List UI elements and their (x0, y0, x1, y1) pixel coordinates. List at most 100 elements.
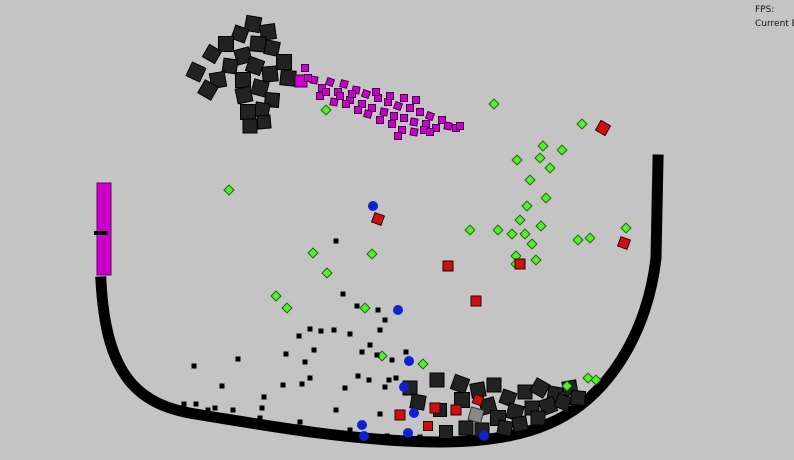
blue-ball (399, 382, 409, 392)
green-block (417, 358, 429, 370)
green-block (281, 302, 293, 314)
magenta-block (322, 88, 330, 96)
small-particle (354, 303, 360, 309)
small-particle (386, 377, 392, 383)
small-particle (342, 385, 348, 391)
hud-overlay: FPS: Current Bl (755, 3, 794, 31)
green-block (223, 184, 235, 196)
small-particle (382, 384, 388, 390)
green-block (464, 224, 476, 236)
dark-block (279, 69, 297, 87)
red-block (594, 119, 612, 137)
small-particle (359, 349, 365, 355)
green-block (537, 140, 549, 152)
green-block (366, 248, 378, 260)
small-particle (299, 381, 305, 387)
green-block (519, 228, 531, 240)
magenta-block (438, 116, 446, 124)
green-block (321, 267, 333, 279)
dark-block (197, 79, 219, 101)
dark-block (256, 114, 272, 130)
dark-block (263, 39, 281, 57)
small-particle (403, 349, 409, 355)
small-particle (393, 375, 399, 381)
green-block (576, 118, 588, 130)
small-particle (340, 291, 346, 297)
blue-balls-group (357, 201, 489, 441)
magenta-block (409, 117, 419, 127)
green-block (307, 247, 319, 259)
small-particle (355, 373, 361, 379)
dark-block (258, 22, 278, 42)
small-particle (280, 382, 286, 388)
dark-block (221, 57, 239, 75)
magenta-block (406, 104, 414, 112)
dark-block (498, 388, 518, 408)
magenta-block (376, 116, 384, 124)
small-particle (347, 427, 353, 433)
green-block (620, 222, 632, 234)
dark-block (496, 419, 514, 437)
dark-block (409, 393, 427, 411)
magenta-block (400, 114, 408, 122)
magenta-block (416, 108, 424, 116)
magenta-block (336, 92, 344, 100)
red-block (442, 260, 454, 272)
green-block (572, 234, 584, 246)
blue-ball (357, 420, 367, 430)
small-particle (417, 434, 423, 440)
magenta-block (379, 107, 389, 117)
small-particle (347, 331, 353, 337)
small-particle (205, 407, 211, 413)
green-block (488, 98, 500, 110)
small-particle (377, 327, 383, 333)
small-particle (257, 415, 263, 421)
green-block (584, 232, 596, 244)
green-block (376, 350, 388, 362)
green-block (511, 154, 523, 166)
green-block (544, 162, 556, 174)
green-block (540, 192, 552, 204)
dark-block (250, 78, 270, 98)
container-wall (95, 154, 664, 448)
grey-block (467, 406, 485, 424)
green-block (521, 200, 533, 212)
green-block (534, 152, 546, 164)
magenta-block (386, 92, 394, 100)
magenta-block (342, 100, 350, 108)
small-particle (389, 357, 395, 363)
dark-block (529, 377, 551, 399)
blue-ball (479, 431, 489, 441)
magenta-block (348, 90, 356, 98)
blue-ball (403, 428, 413, 438)
red-block (450, 404, 462, 416)
dark-block (517, 384, 533, 400)
small-particle (261, 394, 267, 400)
small-particle (307, 375, 313, 381)
current-block-label: Current Bl (755, 19, 794, 29)
blue-ball (359, 431, 369, 441)
blue-ball (409, 408, 419, 418)
green-block (320, 104, 332, 116)
red-block (471, 393, 485, 407)
small-particle (297, 419, 303, 425)
dark-block (569, 389, 587, 407)
dark-block (511, 415, 529, 433)
dark-block (449, 373, 471, 395)
magenta-emitter-bar (96, 182, 112, 276)
red-block (470, 295, 482, 307)
red-block (429, 402, 441, 414)
dark-block (261, 65, 279, 83)
magenta-block (456, 122, 464, 130)
magenta-block (400, 94, 408, 102)
magenta-block (363, 109, 373, 119)
dark-block (276, 54, 292, 70)
green-block (526, 238, 538, 250)
small-particle (181, 401, 187, 407)
magenta-block (372, 88, 380, 96)
small-particle (318, 328, 324, 334)
magenta-block (412, 96, 420, 104)
small-particle (382, 317, 388, 323)
magenta-blocks-group (294, 64, 464, 140)
